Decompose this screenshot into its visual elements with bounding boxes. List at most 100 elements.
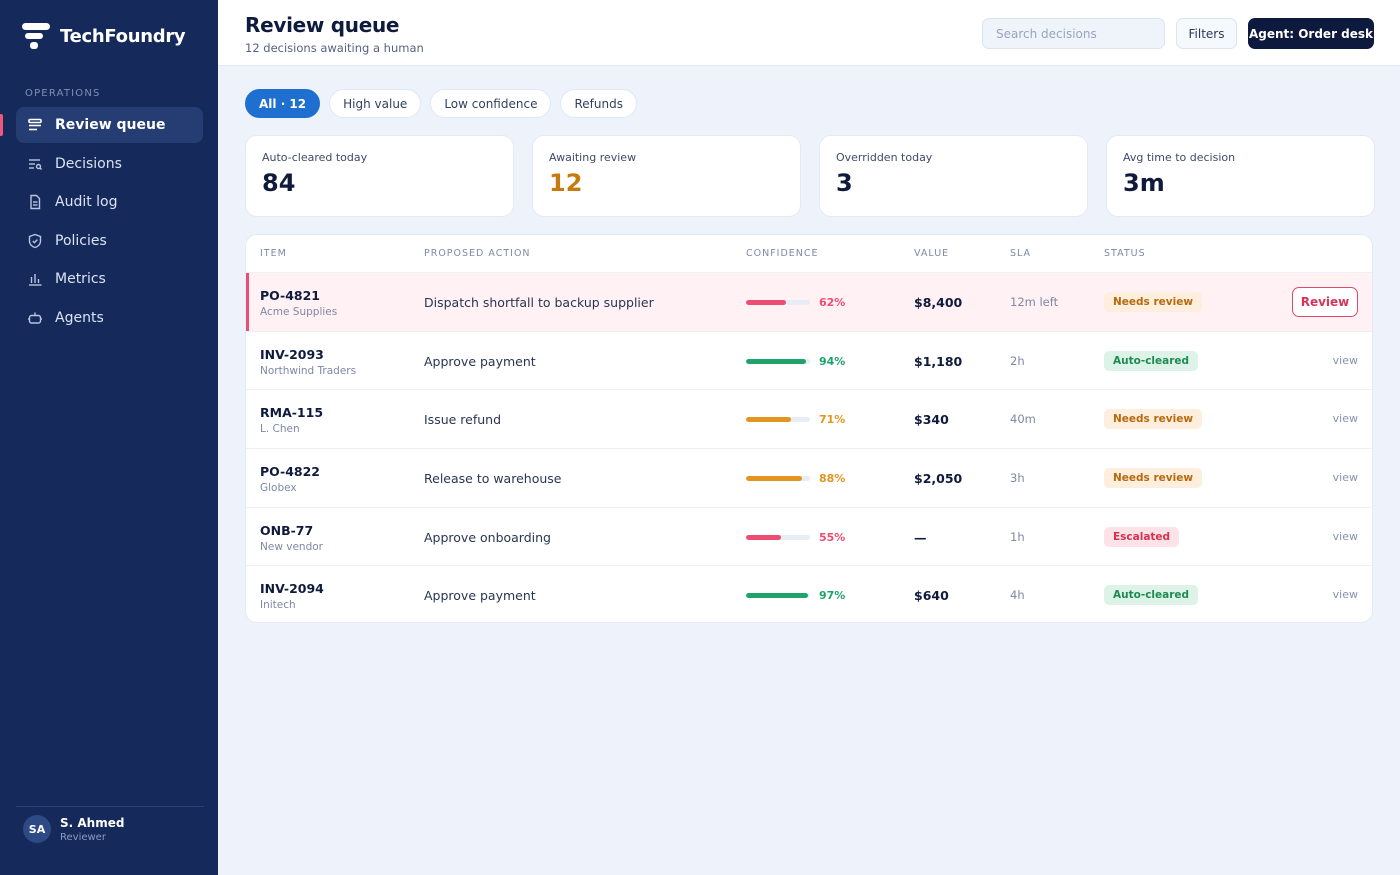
item-id: PO-4822 (260, 464, 320, 480)
sidebar: TechFoundry OPERATIONS Review queue Deci… (0, 0, 218, 875)
chip-all[interactable]: All · 12 (245, 89, 321, 118)
stat-value: 3 (836, 169, 853, 197)
view-link[interactable]: view (1332, 412, 1358, 426)
column-header-confidence: CONFIDENCE (746, 248, 819, 259)
sidebar-item-decisions[interactable]: Decisions (16, 146, 203, 182)
column-header-action: PROPOSED ACTION (424, 248, 531, 259)
user-profile[interactable]: SA S. Ahmed Reviewer (23, 815, 124, 843)
table-row[interactable]: PO-4822 Globex Release to warehouse 88% $2,0… (246, 448, 1372, 507)
status-badge: Needs review (1104, 409, 1203, 430)
chip-low-confidence[interactable]: Low confidence (430, 89, 552, 118)
sidebar-item-label: Metrics (55, 271, 106, 288)
brand-name: TechFoundry (60, 25, 186, 47)
table-row[interactable]: INV-2094 Initech Approve payment 97% $640 4h A… (246, 565, 1372, 622)
stat-cards: Auto-cleared today 84 Awaiting review 12… (245, 135, 1375, 217)
agent-selector-button[interactable]: Agent: Order desk (1248, 18, 1374, 49)
search-input[interactable] (982, 18, 1165, 49)
sidebar-item-review-queue[interactable]: Review queue (0, 107, 203, 143)
item-party: Northwind Traders (260, 364, 357, 377)
nav-section-label: OPERATIONS (25, 88, 101, 99)
user-role: Reviewer (60, 831, 106, 843)
confidence-cell: 94% (746, 355, 845, 368)
value-cell: $1,180 (914, 353, 963, 369)
item-party: New vendor (260, 540, 323, 553)
table-row[interactable]: INV-2093 Northwind Traders Approve payment… (246, 330, 1372, 390)
table-row[interactable]: ONB-77 New vendor Approve onboarding 55% — 1h… (246, 506, 1372, 566)
status-cell: Needs review (1104, 468, 1203, 489)
agent-icon (27, 310, 43, 326)
sidebar-item-label: Audit log (55, 194, 118, 211)
item-id: INV-2094 (260, 581, 324, 597)
confidence-cell: 97% (746, 589, 845, 602)
confidence-cell: 71% (746, 413, 845, 426)
chip-refunds[interactable]: Refunds (560, 89, 637, 118)
confidence-bar (746, 593, 810, 599)
brand[interactable]: TechFoundry (22, 22, 186, 50)
sla-cell: 40m (1010, 412, 1036, 427)
stat-value: 3m (1123, 169, 1165, 197)
item-party: L. Chen (260, 423, 300, 436)
chip-high-value[interactable]: High value (329, 89, 422, 118)
stat-label: Awaiting review (549, 151, 637, 164)
brand-logo-icon (22, 22, 50, 50)
sla-cell: 12m left (1010, 295, 1059, 309)
page-header: Review queue 12 decisions awaiting a hum… (218, 0, 1400, 66)
table-row[interactable]: PO-4821 Acme Supplies Dispatch shortfall t… (246, 272, 1372, 331)
proposed-action: Dispatch shortfall to backup supplier (424, 295, 654, 310)
value-cell: $2,050 (914, 471, 963, 487)
stat-label: Auto-cleared today (262, 151, 368, 164)
column-header-status: STATUS (1104, 248, 1146, 259)
shield-icon (27, 233, 43, 249)
user-name: S. Ahmed (60, 815, 125, 830)
item-cell: ONB-77 New vendor (260, 523, 323, 553)
view-link[interactable]: view (1332, 471, 1358, 485)
filters-button[interactable]: Filters (1176, 18, 1237, 49)
stat-value: 84 (262, 169, 296, 197)
sidebar-item-label: Policies (55, 232, 107, 249)
confidence-bar (746, 476, 810, 482)
item-cell: PO-4822 Globex (260, 464, 320, 494)
confidence-bar-fill (746, 476, 803, 482)
item-cell: PO-4821 Acme Supplies (260, 288, 337, 318)
sidebar-item-policies[interactable]: Policies (16, 223, 203, 259)
item-party: Initech (260, 599, 296, 612)
proposed-action: Approve payment (424, 588, 536, 604)
item-id: RMA-115 (260, 405, 324, 421)
status-badge: Escalated (1104, 526, 1180, 547)
item-party: Globex (260, 482, 297, 495)
view-link[interactable]: view (1332, 529, 1358, 543)
page-subtitle: 12 decisions awaiting a human (245, 41, 424, 55)
sidebar-item-label: Agents (55, 309, 104, 326)
stat-value: 12 (549, 169, 583, 197)
page-title: Review queue (245, 13, 400, 37)
confidence-percent: 62% (819, 296, 846, 309)
confidence-cell: 88% (746, 472, 845, 485)
review-button[interactable]: Review (1292, 287, 1358, 317)
item-id: INV-2093 (260, 346, 324, 362)
sidebar-item-label: Review queue (55, 117, 166, 133)
confidence-bar (746, 358, 810, 364)
stat-label: Overridden today (836, 151, 933, 164)
item-cell: INV-2094 Initech (260, 581, 324, 611)
review-table: ITEM PROPOSED ACTION CONFIDENCE VALUE SL… (245, 234, 1373, 623)
value-cell: $640 (914, 588, 949, 604)
proposed-action: Release to warehouse (424, 471, 562, 487)
value-cell: $8,400 (914, 295, 963, 310)
sidebar-nav: Review queue Decisions Audit log Policie… (0, 107, 203, 339)
stat-card-auto-cleared: Auto-cleared today 84 (245, 135, 514, 217)
status-badge: Needs review (1104, 468, 1203, 489)
view-link[interactable]: view (1332, 588, 1358, 602)
sidebar-divider (16, 806, 204, 807)
confidence-bar-fill (746, 534, 782, 540)
item-party: Acme Supplies (260, 306, 338, 318)
sidebar-item-label: Decisions (55, 155, 122, 172)
sidebar-item-agents[interactable]: Agents (16, 300, 203, 336)
filter-chips: All · 12 High value Low confidence Refun… (245, 89, 637, 118)
view-link[interactable]: view (1332, 353, 1358, 367)
status-badge: Needs review (1104, 292, 1203, 312)
sidebar-item-audit-log[interactable]: Audit log (16, 184, 203, 220)
table-row[interactable]: RMA-115 L. Chen Issue refund 71% $340 40m Need… (246, 389, 1372, 448)
sidebar-item-metrics[interactable]: Metrics (16, 261, 203, 297)
sla-cell: 4h (1010, 588, 1025, 603)
status-cell: Needs review (1104, 292, 1203, 312)
